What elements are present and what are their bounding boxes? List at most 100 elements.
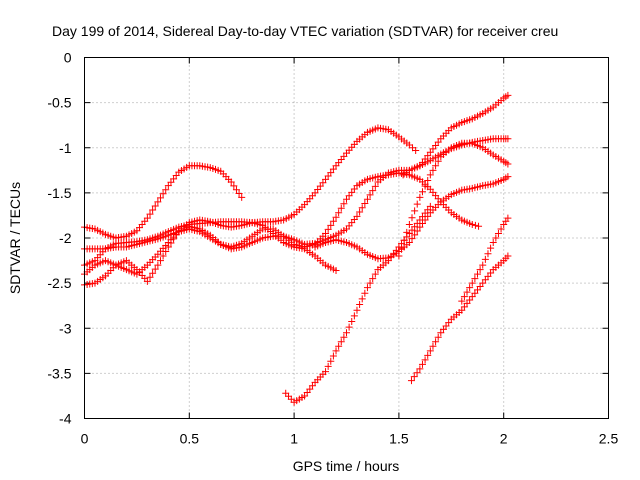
data-point-marker: [353, 306, 361, 314]
data-series: [81, 216, 340, 289]
data-point-marker: [492, 234, 500, 242]
x-tick-label: 2: [500, 431, 508, 447]
data-point-marker: [348, 317, 356, 325]
data-point-marker: [424, 176, 432, 184]
data-point-marker: [156, 194, 164, 202]
data-point-marker: [146, 273, 154, 281]
data-point-marker: [322, 368, 330, 376]
data-point-marker: [426, 171, 434, 179]
data-point-marker: [460, 293, 468, 301]
data-point-marker: [154, 198, 162, 206]
data-point-marker: [405, 239, 413, 247]
data-point-marker: [343, 329, 350, 337]
data-point-marker: [471, 221, 479, 229]
data-point-marker: [489, 239, 497, 247]
data-point-marker: [151, 202, 159, 210]
data-point-marker: [327, 357, 335, 365]
x-tick-label: 1.5: [389, 431, 409, 447]
data-point-marker: [418, 188, 426, 196]
data-point-marker: [479, 261, 487, 269]
data-point-marker: [471, 275, 479, 283]
data-point-marker: [481, 255, 489, 263]
y-tick-label: -4: [59, 411, 72, 427]
data-point-marker: [463, 288, 471, 296]
data-point-marker: [405, 220, 413, 228]
data-point-marker: [395, 252, 403, 260]
data-point-marker: [412, 146, 420, 154]
y-tick-label: -1.5: [47, 185, 71, 201]
data-point-marker: [407, 377, 415, 385]
data-point-marker: [466, 284, 474, 292]
data-point-marker: [371, 182, 379, 190]
data-point-marker: [345, 323, 353, 331]
data-point-marker: [413, 200, 421, 208]
data-point-marker: [468, 220, 476, 228]
data-point-marker: [337, 204, 345, 212]
data-point-marker: [332, 213, 340, 221]
data-point-marker: [458, 297, 466, 305]
data-point-marker: [363, 195, 371, 203]
data-point-marker: [327, 221, 335, 229]
data-point-marker: [232, 186, 240, 194]
data-point-marker: [369, 187, 377, 195]
data-point-marker: [358, 204, 366, 212]
data-point-marker: [432, 162, 440, 170]
data-point-marker: [143, 277, 151, 285]
data-point-marker: [332, 347, 340, 355]
data-point-marker: [410, 373, 418, 381]
data-point-marker: [353, 212, 361, 220]
y-tick-labels: 0 -0.5 -1 -1.5 -2 -2.5 -3 -3.5 -4: [47, 50, 71, 427]
data-point-marker: [366, 279, 374, 287]
data-point-marker: [497, 225, 505, 233]
data-point-marker: [329, 352, 337, 360]
data-point-marker: [235, 190, 243, 198]
y-tick-label: -1: [59, 140, 72, 156]
y-tick-label: -2: [59, 230, 72, 246]
data-point-marker: [468, 279, 476, 287]
data-point-marker: [421, 182, 429, 190]
data-series: [399, 91, 512, 179]
data-point-marker: [146, 210, 154, 218]
x-tick-label: 1: [290, 431, 298, 447]
data-point-marker: [337, 338, 345, 346]
data-point-marker: [335, 342, 343, 350]
data-point-marker: [356, 301, 364, 309]
y-tick-label: -3: [59, 320, 72, 336]
data-point-marker: [434, 157, 442, 165]
data-point-marker: [143, 214, 151, 222]
data-point-marker: [504, 173, 512, 181]
data-point-marker: [487, 244, 495, 252]
data-point-marker: [416, 193, 424, 201]
data-point-marker: [416, 365, 424, 373]
data-point-marker: [418, 360, 426, 368]
data-series: [81, 162, 246, 242]
data-point-marker: [324, 225, 332, 233]
data-point-marker: [361, 289, 369, 297]
data-point-marker: [332, 266, 340, 274]
data-point-marker: [156, 257, 164, 265]
data-point-marker: [434, 333, 442, 341]
data-series: [407, 252, 512, 385]
y-tick-label: -2.5: [47, 275, 71, 291]
data-point-marker: [340, 200, 348, 208]
data-point-marker: [504, 135, 512, 143]
data-series: [282, 202, 434, 406]
data-point-marker: [426, 347, 434, 355]
data-series: [395, 139, 512, 260]
chart-title: Day 199 of 2014, Sidereal Day-to-day VTE…: [52, 23, 558, 39]
data-point-marker: [366, 191, 374, 199]
data-point-marker: [238, 193, 246, 201]
data-point-marker: [494, 229, 502, 237]
data-point-marker: [371, 270, 379, 278]
data-point-marker: [429, 166, 437, 174]
data-point-marker: [408, 235, 416, 243]
data-point-marker: [504, 91, 512, 99]
data-series: [458, 214, 512, 305]
data-point-marker: [426, 202, 434, 210]
data-point-marker: [475, 222, 483, 230]
data-point-marker: [424, 351, 432, 359]
data-point-marker: [476, 266, 484, 274]
data-point-marker: [335, 209, 343, 217]
data-point-marker: [154, 261, 162, 269]
